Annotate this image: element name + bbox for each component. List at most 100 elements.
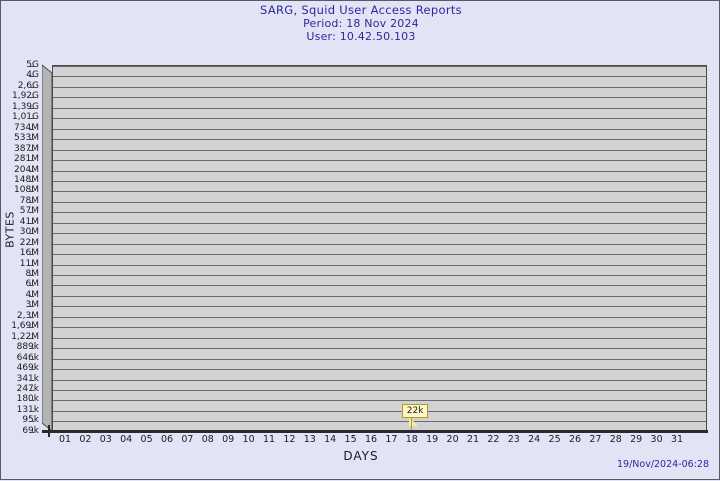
y-axis-tick-mark — [29, 306, 34, 308]
gridline — [53, 191, 706, 193]
y-axis-tick-mark — [29, 212, 34, 214]
x-axis-tick-label: 17 — [385, 434, 398, 445]
y-axis-tick-mark — [29, 97, 34, 99]
gridline — [53, 327, 706, 329]
y-axis-tick-label: 148M — [14, 174, 39, 185]
x-axis-tick-label: 26 — [568, 434, 582, 445]
y-axis-tick-mark — [29, 316, 34, 318]
y-axis-tick-mark — [29, 337, 34, 339]
y-axis-tick-mark — [29, 285, 34, 287]
y-axis-tick-label: 131k — [16, 404, 39, 415]
y-axis-tick-mark — [29, 149, 34, 151]
report-user: User: 10.42.50.103 — [306, 30, 416, 43]
gridline — [53, 358, 706, 360]
x-axis-tick-label: 22 — [487, 434, 500, 445]
gridline — [53, 86, 706, 88]
y-axis-tick-mark — [29, 348, 34, 350]
x-axis-tick-label: 02 — [79, 434, 92, 445]
x-axis-tick-label: 03 — [99, 434, 112, 445]
x-axis-tick-label: 24 — [528, 434, 541, 445]
marker-stem-icon — [410, 417, 412, 430]
y-axis-tick-label: 734M — [14, 122, 39, 133]
y-axis-tick-label: 11M — [19, 258, 39, 269]
gridline — [53, 410, 706, 412]
y-axis-tick-label: 22M — [19, 237, 39, 248]
y-axis-tick-mark — [29, 201, 34, 203]
y-axis-tick-mark — [29, 358, 34, 360]
y-axis-tick-mark — [29, 421, 34, 423]
y-axis-tick-label: 387M — [14, 143, 39, 154]
y-axis-tick-label: 2,3M — [16, 310, 39, 321]
gridline — [53, 337, 706, 339]
y-axis-tick-label: 1,01G — [11, 112, 39, 123]
y-axis-tick-label: 1,22M — [11, 331, 39, 342]
x-axis-tick-label: 18 — [405, 434, 418, 445]
y-axis-tick-mark — [29, 400, 34, 402]
gridline — [53, 149, 706, 151]
gridline — [53, 212, 706, 214]
gridline — [53, 233, 706, 235]
x-axis-tick-label: 10 — [242, 434, 255, 445]
y-axis-tick-label: 41M — [19, 216, 39, 227]
y-axis-tick-label: 3M — [25, 300, 40, 311]
x-axis-tick-label: 09 — [222, 434, 235, 445]
gridline — [53, 369, 706, 371]
y-axis-tick-label: 16M — [19, 248, 39, 259]
x-axis-tick-label: 01 — [58, 434, 72, 445]
y-axis-tick-label: 247k — [16, 383, 39, 394]
y-axis-tick-label: 889k — [16, 342, 39, 353]
y-axis-tick-label: 1,92G — [11, 91, 39, 102]
y-axis-tick-mark — [29, 86, 34, 88]
y-axis-tick-mark — [29, 254, 34, 256]
gridline — [53, 107, 706, 109]
y-axis-tick-label: 4G — [26, 70, 39, 81]
y-axis-tick-mark — [29, 243, 34, 245]
y-axis-tick-mark — [29, 295, 34, 297]
y-axis-tick-label: 95k — [22, 415, 39, 426]
gridline — [53, 76, 706, 78]
gridline — [53, 264, 706, 266]
y-axis-tick-mark — [29, 431, 34, 433]
origin-tick-mark — [48, 425, 50, 437]
gridline — [53, 306, 706, 308]
y-axis-tick-label: 533M — [14, 133, 39, 144]
x-axis-tick-label: 12 — [283, 434, 296, 445]
gridline — [53, 243, 706, 245]
y-axis-tick-label: 204M — [14, 164, 39, 175]
x-axis-tick-label: 23 — [507, 434, 520, 445]
gridline — [53, 275, 706, 276]
x-axis-tick-label: 28 — [609, 434, 622, 445]
y-axis-tick-mark — [29, 369, 34, 371]
x-axis-tick-label: 07 — [181, 434, 194, 445]
gridline — [53, 254, 706, 256]
y-axis-tick-mark — [29, 76, 34, 78]
report-generated-timestamp: 19/Nov/2024-06:28 — [616, 459, 709, 470]
y-axis-tick-label: 341k — [16, 373, 39, 384]
gridline — [53, 201, 706, 203]
y-axis-tick-label: 1,39G — [11, 101, 39, 112]
x-axis-tick-label: 05 — [140, 434, 153, 445]
y-axis-tick-mark — [29, 160, 34, 162]
y-axis-tick-mark — [29, 128, 34, 130]
gridline — [53, 66, 706, 67]
report-period: Period: 18 Nov 2024 — [303, 17, 419, 30]
y-axis-tick-label: 4M — [25, 289, 40, 300]
x-axis-tick-label: 27 — [589, 434, 602, 445]
y-axis-tick-label: 1,69M — [11, 321, 39, 332]
x-axis-tick-label: 04 — [120, 434, 133, 445]
gridline — [53, 128, 706, 130]
gridline — [53, 389, 706, 391]
y-axis-tick-label: 30M — [19, 227, 39, 238]
gridline — [53, 180, 706, 182]
chart-title-block: SARG, Squid User Access Reports Period: … — [1, 4, 720, 44]
y-axis-tick-label: 469k — [16, 363, 39, 374]
gridline — [53, 118, 706, 120]
x-axis-tick-label: 13 — [303, 434, 316, 445]
gridline — [53, 379, 706, 381]
y-axis-tick-mark — [29, 118, 34, 120]
gridline — [53, 139, 706, 141]
y-axis-tick-mark — [29, 66, 34, 67]
gridline — [53, 285, 706, 287]
gridline — [53, 316, 706, 318]
